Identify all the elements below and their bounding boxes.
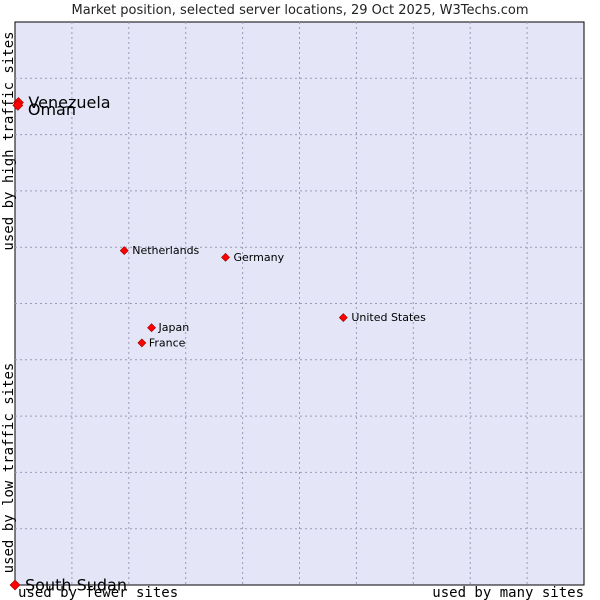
y-axis-label-low: used by low traffic sites [1,363,17,574]
marker-united-states [338,313,348,322]
marker-france [137,338,147,348]
data-point-japan: Japan [147,321,190,334]
marker-south-sudan [9,579,21,591]
point-label-germany: Germany [234,251,285,264]
marker-netherlands [119,246,129,256]
data-point-netherlands: Netherlands [119,244,200,257]
point-label-united-states: United States [351,311,426,324]
x-axis-label-low: used by fewer sites [18,585,178,600]
data-point-united-states: United States [338,311,426,324]
point-label-venezuela: Venezuela [28,93,110,112]
data-point-france: France [137,336,186,349]
data-point-south-sudan: South Sudan [9,576,127,595]
grid [15,22,584,585]
data-point-germany: Germany [221,251,285,264]
point-label-netherlands: Netherlands [132,244,199,257]
marker-oman [12,99,24,111]
marker-japan [147,323,156,333]
y-axis-label-high: used by high traffic sites [1,31,17,250]
point-label-japan: Japan [158,321,190,334]
point-label-france: France [149,336,186,349]
chart-title: Market position, selected server locatio… [71,3,528,18]
point-label-south-sudan: South Sudan [25,576,127,595]
x-axis-label-high: used by many sites [432,585,584,600]
data-point-oman: Oman [12,99,76,119]
marker-germany [221,252,230,262]
point-label-oman: Oman [28,100,76,119]
